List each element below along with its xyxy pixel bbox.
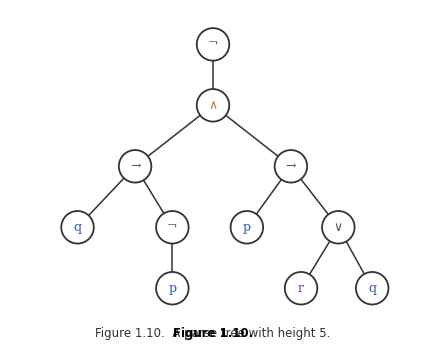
Circle shape: [156, 211, 189, 244]
Text: ∨: ∨: [334, 221, 343, 234]
Circle shape: [119, 150, 151, 183]
Circle shape: [230, 211, 263, 244]
Text: →: →: [286, 160, 296, 173]
Circle shape: [356, 272, 389, 304]
Circle shape: [197, 89, 229, 121]
Circle shape: [322, 211, 354, 244]
Circle shape: [61, 211, 94, 244]
Circle shape: [275, 150, 307, 183]
Text: ¬: ¬: [167, 221, 178, 234]
Text: Figure 1.10.  A parse tree with height 5.: Figure 1.10. A parse tree with height 5.: [95, 327, 331, 340]
Text: p: p: [168, 282, 176, 295]
Text: p: p: [243, 221, 251, 234]
Circle shape: [197, 28, 229, 61]
Text: q: q: [73, 221, 81, 234]
Circle shape: [156, 272, 189, 304]
Text: r: r: [298, 282, 304, 295]
Text: Figure 1.10.: Figure 1.10.: [173, 327, 253, 340]
Text: ¬: ¬: [208, 38, 218, 51]
Text: ∧: ∧: [208, 99, 218, 112]
Text: q: q: [368, 282, 376, 295]
Text: →: →: [130, 160, 140, 173]
Circle shape: [285, 272, 317, 304]
